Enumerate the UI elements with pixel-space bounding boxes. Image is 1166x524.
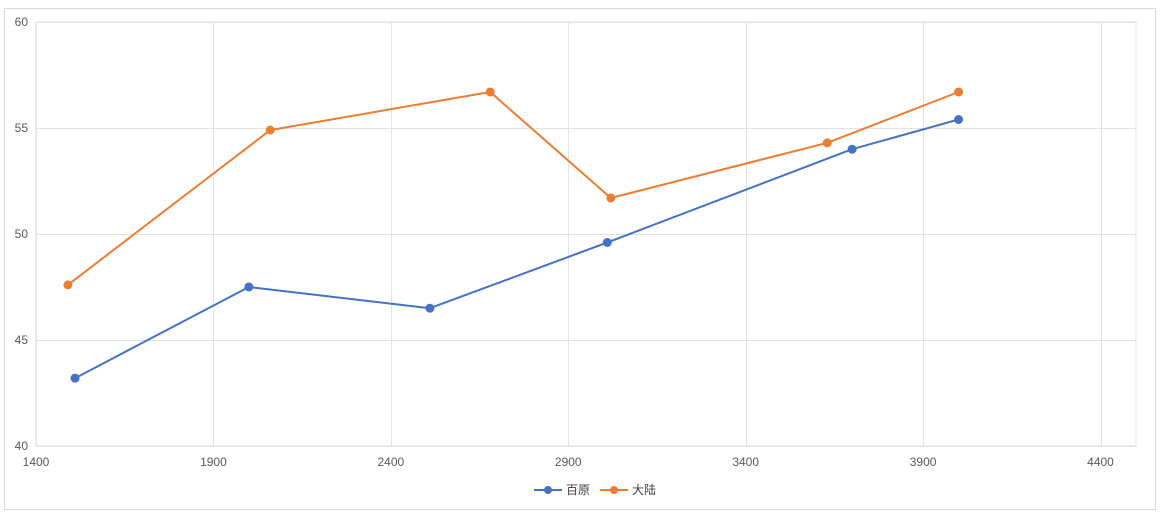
series-1 [70,115,964,383]
data-point [822,138,832,148]
series-line [74,118,959,380]
grid-lines [35,21,1137,447]
chart-frame [4,8,1156,510]
y-tick-label: 60 [15,15,29,29]
x-tick-label: 2400 [377,455,404,469]
data-point [265,125,275,135]
x-tick-label: 3400 [732,455,759,469]
x-tick-label: 1900 [200,455,227,469]
data-point [954,87,964,97]
x-tick-label: 4400 [1087,455,1114,469]
data-point [63,280,73,290]
legend[interactable]: 百原 大陆 [534,482,656,497]
x-tick-label: 3900 [910,455,937,469]
legend-marker [544,486,552,494]
legend-marker [610,486,618,494]
series-lines [63,87,964,383]
data-point [606,193,616,203]
y-tick-label: 55 [15,121,29,135]
y-tick-label: 50 [15,227,29,241]
legend-label: 百原 [566,483,590,497]
legend-item-1[interactable]: 百原 [534,483,590,497]
data-point [954,115,964,125]
y-tick-label: 45 [15,333,29,347]
x-tick-label: 2900 [555,455,582,469]
data-point [244,282,254,292]
series-line [67,91,959,286]
axis-tick-labels: 40 45 50 55 60 1400 1900 2400 2900 3400 3900 4400 [15,15,1115,469]
data-point [847,144,857,154]
data-point [70,373,80,383]
legend-label: 大陆 [632,482,656,497]
data-point [602,237,612,247]
series-2 [63,87,964,290]
data-point [425,303,435,313]
data-point [485,87,495,97]
legend-item-2[interactable]: 大陆 [600,482,656,497]
y-tick-label: 40 [15,439,29,453]
x-tick-label: 1400 [23,455,50,469]
